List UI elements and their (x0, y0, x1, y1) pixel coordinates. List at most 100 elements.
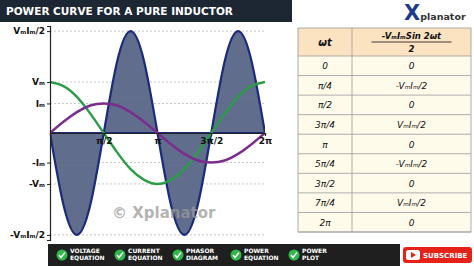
y-tick-mark (47, 31, 50, 32)
table-cell: 0 (409, 100, 415, 110)
check-mark (59, 253, 65, 258)
y-tick: -VₘIₘ/2 (10, 230, 50, 240)
table-cell: 0 (322, 61, 328, 71)
table-header-bg (298, 28, 471, 56)
series-line (50, 82, 265, 184)
table-cell: π/4 (318, 81, 332, 91)
table-header-denominator: 2 (409, 44, 415, 54)
x-tick: π (154, 133, 161, 146)
grid-line (50, 31, 265, 32)
check-mark (175, 253, 181, 258)
logo: Xplanator (404, 1, 466, 25)
series-line (50, 103, 265, 162)
play-icon-bg (406, 250, 420, 260)
power-area (50, 31, 265, 235)
y-tick-label: -VₘIₘ/2 (10, 230, 45, 240)
table-column-rule (352, 28, 353, 232)
table-cell: 3π/4 (315, 120, 335, 130)
check-icon (289, 250, 300, 261)
y-axis-line (47, 27, 51, 241)
y-tick-label: VₘIₘ/2 (13, 26, 45, 36)
table: ωt -VₘIₘSin 2ωt 2 0 0 π/4 -VₘIₘ/2 π/2 0 3π/4 VₘIₘ/… (298, 28, 471, 232)
x-tick-label: 3π/2 (200, 136, 223, 146)
y-axis: -VₘIₘ/2 -Vₘ -Iₘ Iₘ Vₘ VₘIₘ/2 (10, 26, 50, 240)
grid (50, 31, 265, 235)
y-tick-label: -Vₘ (29, 179, 45, 189)
play-icon (411, 252, 416, 258)
footer-label: CURRENT (128, 247, 161, 254)
table-rule (298, 173, 471, 174)
table-cell: π/2 (318, 100, 332, 110)
x-tick-label: π (154, 136, 161, 146)
y-tick-mark (47, 184, 50, 185)
table-cell: -VₘIₘ/2 (396, 159, 428, 169)
footer-label: DIAGRAM (186, 254, 218, 261)
footer-label: PLOT (302, 254, 320, 261)
fraction-bar (372, 42, 452, 43)
y-tick-mark (47, 103, 50, 104)
table-cell: 2π (319, 218, 331, 228)
table-rule (298, 75, 471, 76)
y-tick: Iₘ (36, 99, 50, 109)
check-mark (291, 253, 297, 258)
y-tick-mark (47, 235, 50, 236)
table-header-numerator: -VₘIₘSin 2ωt (382, 31, 442, 41)
title: POWER CURVE FOR A PURE INDUCTOR (6, 5, 233, 17)
y-tick: -Iₘ (32, 158, 50, 168)
check-icon (115, 250, 126, 261)
check-mark (117, 253, 123, 258)
footer-bar (48, 244, 400, 266)
table-rule (298, 134, 471, 135)
table-cell: 3π/2 (315, 179, 335, 189)
header-bar (0, 0, 292, 22)
watermark: © Xplanator (112, 204, 216, 222)
check-icon (231, 250, 242, 261)
y-tick: Vₘ (32, 77, 50, 87)
y-tick-mark (47, 82, 50, 83)
x-tick-label: 2π (259, 136, 272, 146)
y-tick-label: Iₘ (36, 99, 45, 109)
table-rule (298, 153, 471, 154)
footer-label: EQUATION (128, 254, 163, 261)
table-header: ωt (318, 37, 333, 48)
table-rule (298, 212, 471, 213)
footer-label: POWER (302, 247, 327, 254)
page: POWER CURVE FOR A PURE INDUCTOR Xplanator… (0, 0, 474, 266)
check-icon (57, 250, 68, 261)
background (0, 0, 474, 266)
subscribe-button[interactable] (403, 247, 472, 263)
y-tick-label: -Iₘ (32, 158, 45, 168)
x-tick: 3π/2 (200, 133, 223, 146)
table-body-bg (298, 56, 471, 232)
table-rule (298, 95, 471, 96)
y-tick-label: Vₘ (32, 77, 45, 87)
table-cell: VₘIₘ/2 (397, 120, 426, 130)
x-tick: 2π (259, 133, 272, 146)
y-tick-mark (47, 163, 50, 164)
footer-label: EQUATION (70, 254, 105, 261)
table-cell: 5π/4 (315, 159, 335, 169)
table-cell: 0 (409, 61, 415, 71)
x-axis: π/2 π 3π/2 2π (51, 133, 273, 146)
table-cell: 0 (409, 140, 415, 150)
x-tick: π/2 (96, 133, 113, 146)
table-rule (298, 192, 471, 193)
table-cell: VₘIₘ/2 (397, 198, 426, 208)
footer-label: EQUATION (244, 254, 279, 261)
table-border (298, 28, 471, 232)
table-rule (298, 114, 471, 115)
check-icon (173, 250, 184, 261)
table-cell: -VₘIₘ/2 (396, 81, 428, 91)
subscribe-label: SUBSCRIBE (423, 252, 468, 260)
plot-area (50, 31, 265, 235)
grid-line (50, 234, 265, 235)
y-tick: VₘIₘ/2 (13, 26, 50, 36)
x-tick-label: π/2 (96, 136, 113, 146)
table-cell: 0 (409, 218, 415, 228)
footer-label: PHASOR (186, 247, 214, 254)
check-mark (233, 253, 239, 258)
footer-label: POWER (244, 247, 269, 254)
footer-label: VOLTAGE (70, 247, 100, 254)
table-rule (298, 56, 471, 57)
table-cell: 0 (409, 179, 415, 189)
